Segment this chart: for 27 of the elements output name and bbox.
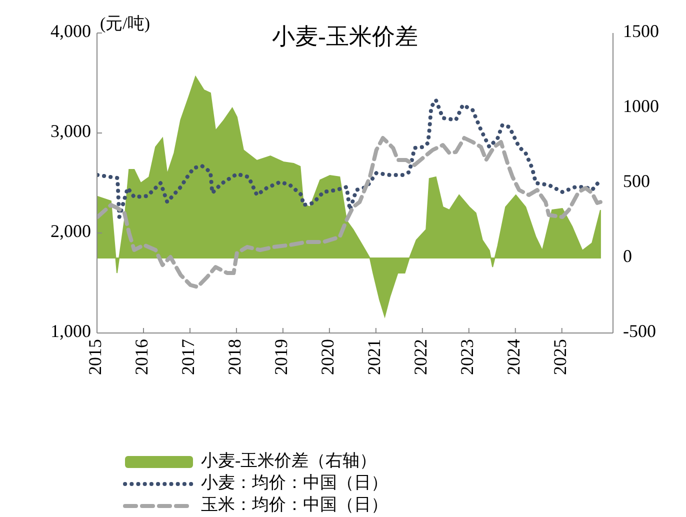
x-tick-label: 2023 xyxy=(457,339,478,375)
y2-tick-label: 0 xyxy=(623,246,632,266)
line-series xyxy=(97,136,602,289)
y-tick-label: 4,000 xyxy=(50,21,91,42)
y-tick-label: 1,000 xyxy=(50,321,91,342)
y2-tick-label: 500 xyxy=(623,171,650,192)
y-tick-label: 2,000 xyxy=(50,221,91,242)
x-tick-label: 2022 xyxy=(410,339,431,375)
chart-title: 小麦-玉米价差 xyxy=(272,24,418,49)
x-tick-label: 2024 xyxy=(504,339,524,375)
legend-label: 小麦-玉米价差（右轴） xyxy=(201,450,377,470)
y2-tick-label: -500 xyxy=(623,321,656,342)
x-tick-label: 2015 xyxy=(85,339,106,375)
y2-tick-label: 1000 xyxy=(623,96,659,116)
x-tick-label: 2020 xyxy=(318,339,338,375)
line-series xyxy=(97,98,602,219)
y2-tick-label: 1500 xyxy=(623,21,659,42)
x-tick-label: 2025 xyxy=(550,339,570,375)
y-axis-title: (元/吨) xyxy=(100,14,150,33)
x-tick-label: 2019 xyxy=(271,339,292,375)
y-tick-label: 3,000 xyxy=(50,121,91,142)
legend-label: 玉米：均价：中国（日） xyxy=(201,494,388,514)
x-tick-label: 2018 xyxy=(224,339,245,375)
x-tick-label: 2017 xyxy=(178,339,198,375)
x-tick-label: 2021 xyxy=(364,339,384,375)
x-tick-label: 2016 xyxy=(132,339,152,375)
legend-label: 小麦：均价：中国（日） xyxy=(201,472,388,492)
